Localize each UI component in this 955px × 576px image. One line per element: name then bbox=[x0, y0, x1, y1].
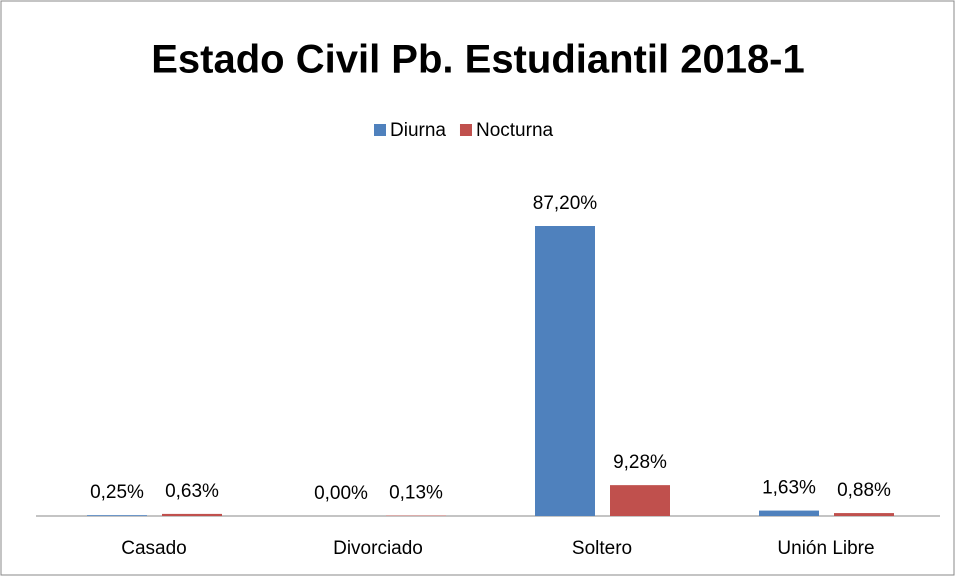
bar bbox=[834, 513, 894, 516]
data-label: 87,20% bbox=[533, 193, 598, 214]
x-tick-label: Soltero bbox=[572, 538, 632, 559]
x-tick-label: Unión Libre bbox=[777, 538, 874, 559]
bar bbox=[162, 513, 222, 516]
bar bbox=[535, 226, 595, 516]
chart-title: Estado Civil Pb. Estudiantil 2018-1 bbox=[151, 38, 805, 82]
bar bbox=[759, 510, 819, 516]
legend-swatch bbox=[459, 124, 472, 136]
data-label: 0,25% bbox=[90, 482, 144, 503]
legend-label: Nocturna bbox=[476, 120, 554, 141]
data-label: 1,63% bbox=[762, 478, 816, 499]
data-label: 0,88% bbox=[837, 480, 891, 501]
x-tick-label: Divorciado bbox=[333, 538, 423, 559]
data-label: 0,63% bbox=[165, 481, 219, 502]
legend-swatch bbox=[374, 124, 386, 136]
bar bbox=[87, 515, 147, 516]
legend-label: Diurna bbox=[390, 120, 446, 141]
bar bbox=[610, 485, 670, 516]
data-label: 0,13% bbox=[389, 483, 443, 504]
data-label: 9,28% bbox=[613, 452, 667, 473]
data-label: 0,00% bbox=[314, 483, 368, 504]
x-tick-label: Casado bbox=[121, 538, 187, 559]
